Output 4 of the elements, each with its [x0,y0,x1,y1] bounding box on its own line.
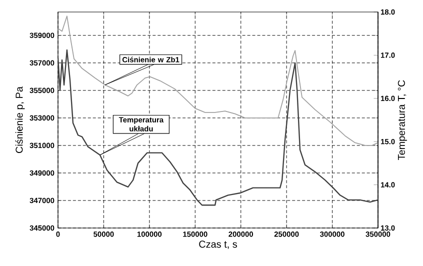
x-axis-title: Czas t, s [199,240,238,249]
y2-axis-title: Temperatura T, °C [398,80,407,160]
line-series [58,49,378,206]
y-axis-title: Ciśnienie p, Pa [15,86,25,154]
